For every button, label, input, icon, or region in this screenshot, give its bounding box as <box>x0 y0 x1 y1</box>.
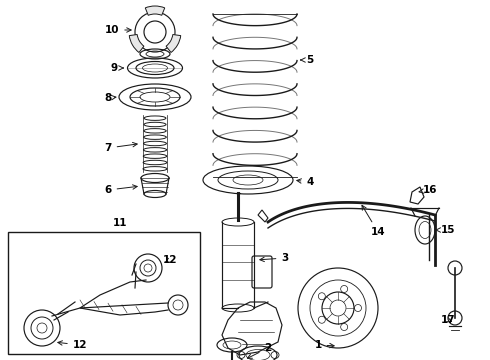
Text: 6: 6 <box>104 185 137 195</box>
Text: 12: 12 <box>163 255 177 265</box>
Text: 15: 15 <box>435 225 455 235</box>
Text: 10: 10 <box>105 25 131 35</box>
Text: 7: 7 <box>104 143 137 153</box>
Text: 5: 5 <box>300 55 314 65</box>
Wedge shape <box>129 35 144 53</box>
Text: 9: 9 <box>110 63 123 73</box>
Text: 12: 12 <box>58 340 87 350</box>
Text: 16: 16 <box>419 185 437 195</box>
Wedge shape <box>145 6 165 15</box>
Text: 13: 13 <box>0 359 1 360</box>
Text: 3: 3 <box>260 253 289 263</box>
Text: 17: 17 <box>441 315 455 325</box>
Wedge shape <box>166 35 181 53</box>
Text: 4: 4 <box>297 177 314 187</box>
Text: 8: 8 <box>104 93 116 103</box>
Text: 11: 11 <box>113 218 127 228</box>
Text: 14: 14 <box>362 205 385 237</box>
Text: 1: 1 <box>315 340 334 350</box>
Text: 2: 2 <box>247 343 271 358</box>
Bar <box>8 232 200 354</box>
